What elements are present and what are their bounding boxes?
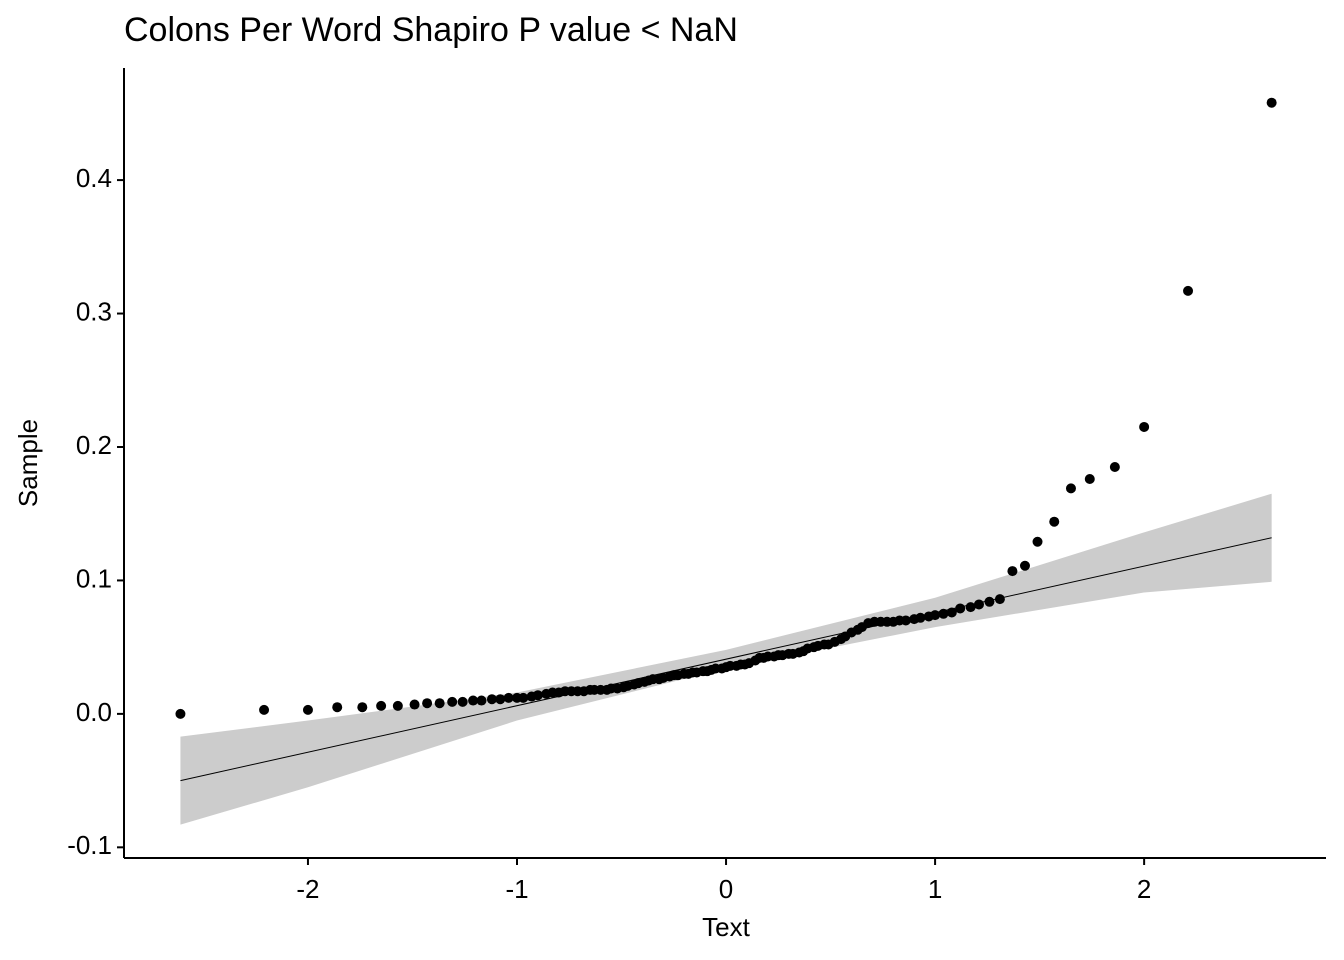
point xyxy=(965,602,976,613)
x-tick-label: -1 xyxy=(505,874,528,904)
point xyxy=(1084,474,1095,485)
point xyxy=(495,694,506,705)
point xyxy=(175,708,186,719)
point xyxy=(476,695,487,706)
point xyxy=(994,594,1005,605)
point xyxy=(955,603,966,614)
point xyxy=(1019,560,1030,571)
point xyxy=(503,692,514,703)
point xyxy=(1109,462,1120,473)
point xyxy=(1049,516,1060,527)
x-axis-label: Text xyxy=(702,912,750,942)
point xyxy=(532,690,543,701)
y-axis-label: Sample xyxy=(13,419,43,507)
point xyxy=(900,615,911,626)
point xyxy=(434,698,445,709)
point xyxy=(422,698,433,709)
y-tick-label: 0.0 xyxy=(76,697,112,727)
y-tick-label: 0.1 xyxy=(76,563,112,593)
point xyxy=(447,696,458,707)
point xyxy=(1266,97,1277,108)
point xyxy=(946,607,957,618)
point xyxy=(938,608,949,619)
y-tick-label: 0.2 xyxy=(76,430,112,460)
point xyxy=(1139,421,1150,432)
x-tick-label: 0 xyxy=(719,874,733,904)
y-tick-label: 0.3 xyxy=(76,296,112,326)
y-tick-label: 0.4 xyxy=(76,163,112,193)
point xyxy=(930,610,941,621)
reference-line xyxy=(180,537,1272,782)
point xyxy=(332,702,343,713)
point xyxy=(376,700,387,711)
x-tick-label: -2 xyxy=(296,874,319,904)
point xyxy=(518,692,529,703)
point xyxy=(486,694,497,705)
point xyxy=(915,612,926,623)
x-tick-label: 2 xyxy=(1137,874,1151,904)
point xyxy=(1183,285,1194,296)
y-tick-label: -0.1 xyxy=(67,830,112,860)
point xyxy=(409,699,420,710)
point xyxy=(1007,566,1018,577)
point xyxy=(973,599,984,610)
point xyxy=(302,704,313,715)
point xyxy=(1032,536,1043,547)
point xyxy=(259,704,270,715)
point xyxy=(1065,483,1076,494)
point xyxy=(468,695,479,706)
chart-title: Colons Per Word Shapiro P value < NaN xyxy=(124,11,738,49)
point xyxy=(984,596,995,607)
point xyxy=(457,696,468,707)
point xyxy=(392,700,403,711)
x-tick-label: 1 xyxy=(928,874,942,904)
point xyxy=(357,702,368,713)
